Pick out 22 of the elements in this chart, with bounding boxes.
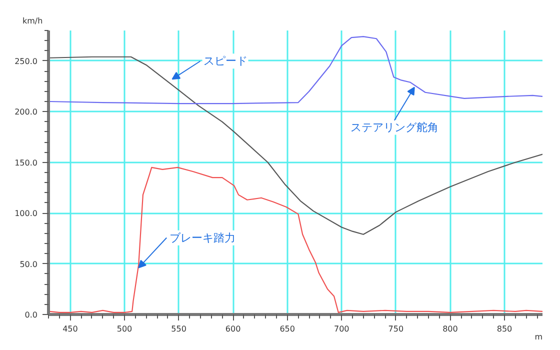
x-tick-label: 850 (496, 324, 512, 334)
x-tick-label: 600 (225, 324, 241, 334)
annotation: ブレーキ踏力 (170, 231, 236, 244)
x-tick-label: 500 (116, 324, 132, 334)
y-tick-label: 0.0 (24, 310, 38, 320)
line-series (49, 166, 542, 314)
y-tick-label: 150.0 (14, 158, 38, 168)
x-tick-label: 550 (171, 324, 186, 334)
x-tick-label: 450 (62, 324, 78, 334)
x-tick-label: 800 (442, 324, 458, 334)
y-tick-label: 200.0 (14, 108, 38, 117)
y-axis-title: km/h (22, 16, 43, 26)
annotation: ステアリング舵角 (350, 120, 438, 134)
x-tick-label: 650 (280, 324, 296, 334)
x-axis-title: m (534, 332, 543, 342)
x-tick-label: 750 (388, 324, 404, 334)
line-series (49, 36, 542, 104)
annotation: スピード (203, 54, 248, 68)
y-tick-label: 250.0 (14, 56, 38, 66)
y-tick-label: 100.0 (14, 209, 38, 218)
x-tick-label: 700 (334, 324, 350, 334)
y-tick-label: 50.0 (20, 260, 38, 269)
